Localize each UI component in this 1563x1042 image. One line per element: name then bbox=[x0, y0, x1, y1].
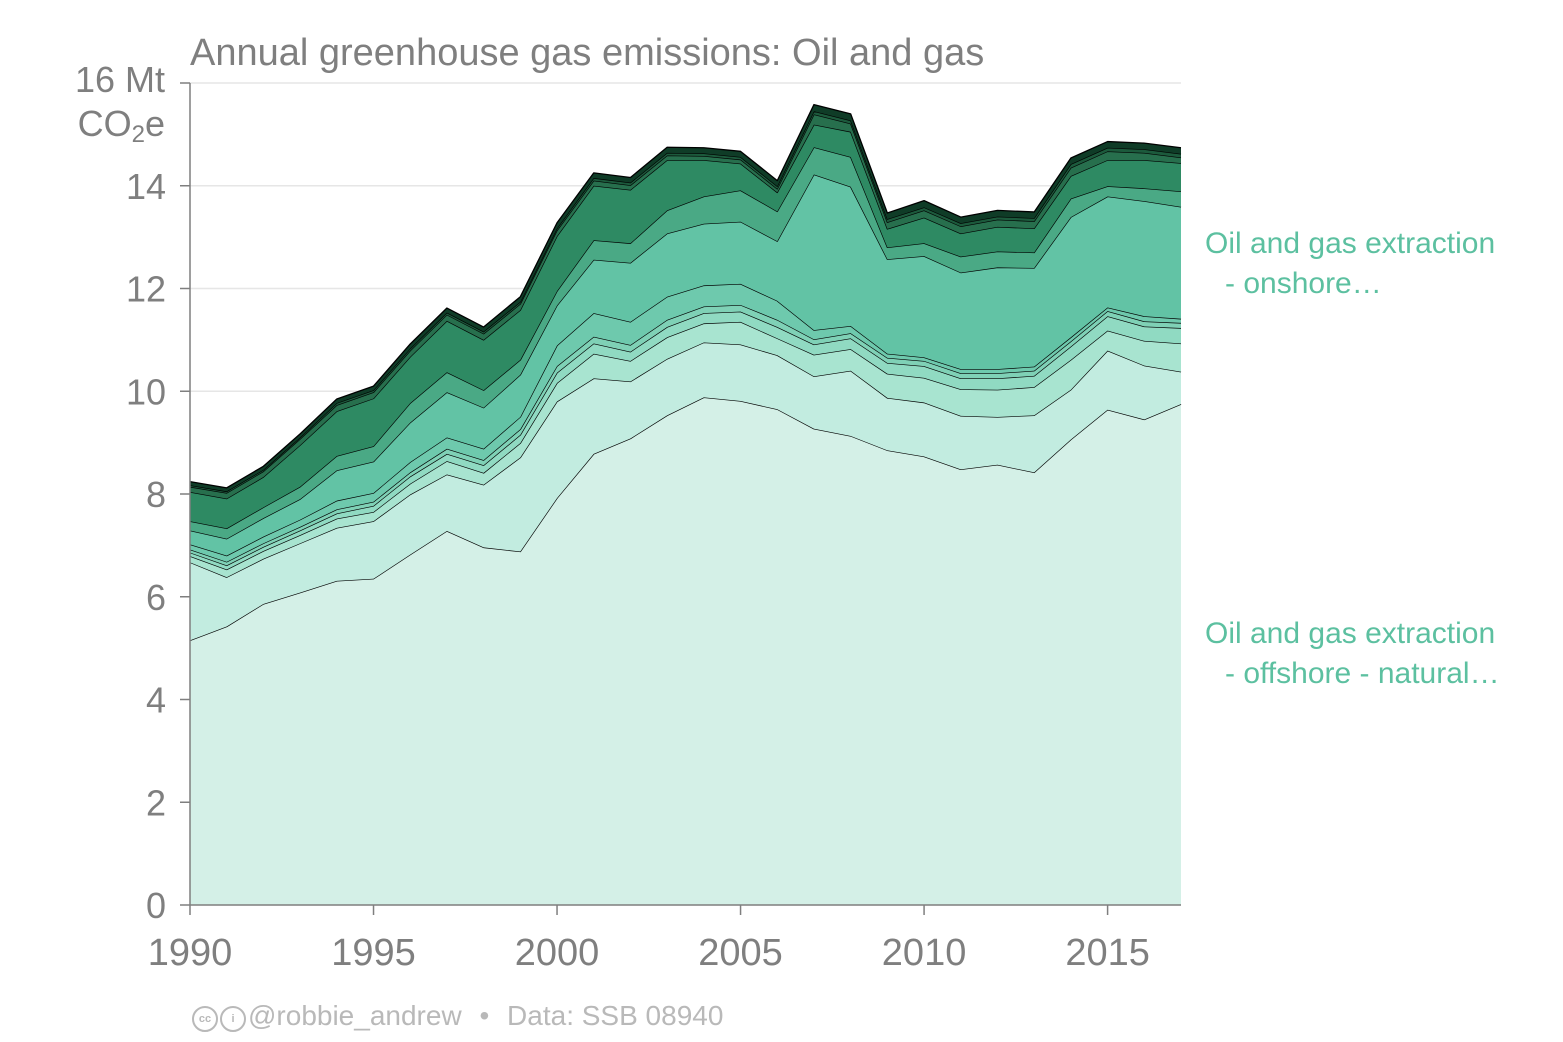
footer-separator: • bbox=[479, 1000, 490, 1031]
series-label-onshore-line2: - onshore… bbox=[1225, 267, 1382, 300]
x-tick-label-1995: 1995 bbox=[331, 932, 416, 974]
area-layer-2 bbox=[190, 342, 1181, 641]
x-tick-labels: 1990 1995 2000 2005 2010 2015 bbox=[148, 905, 1150, 974]
y-axis-unit-line1: 16 Mt bbox=[74, 59, 165, 100]
area-layer-boundary-12 bbox=[189, 103, 1182, 489]
chart-title: Annual greenhouse gas emissions: Oil and… bbox=[190, 32, 985, 74]
y-tick-label-8: 8 bbox=[146, 474, 166, 515]
y-axis-unit-line2: CO2e bbox=[77, 103, 165, 148]
y-tick-label-4: 4 bbox=[146, 680, 166, 721]
area-layer-4 bbox=[190, 311, 1181, 570]
y-tick-labels: 0 2 4 6 8 10 12 14 bbox=[126, 82, 190, 926]
y-tick-label-12: 12 bbox=[126, 269, 166, 310]
area-layer-boundary-6 bbox=[189, 283, 1182, 557]
x-tick-label-2010: 2010 bbox=[882, 932, 967, 974]
series-label-offshore-line2: - offshore - natural… bbox=[1225, 657, 1500, 690]
footer-credit: cc i @robbie_andrew • Data: SSB 08940 bbox=[192, 1000, 723, 1032]
area-layer-9 bbox=[190, 124, 1181, 529]
x-tick-label-1990: 1990 bbox=[148, 932, 233, 974]
x-tick-label-2000: 2000 bbox=[515, 932, 600, 974]
area-layer-8 bbox=[190, 147, 1181, 539]
x-tick-label-2005: 2005 bbox=[698, 932, 783, 974]
series-label-onshore: Oil and gas extraction - onshore… bbox=[1205, 224, 1495, 304]
by-attribution-icon: i bbox=[220, 1006, 246, 1032]
stacked-area-layers bbox=[189, 103, 1182, 905]
x-tick-label-2015: 2015 bbox=[1065, 932, 1150, 974]
series-label-offshore-line1: Oil and gas extraction bbox=[1205, 617, 1496, 650]
y-tick-label-14: 14 bbox=[126, 166, 166, 207]
area-layer-3 bbox=[190, 321, 1181, 578]
y-axis-unit: 16 Mt CO2e bbox=[74, 58, 165, 148]
cc-license-icon: cc bbox=[192, 1006, 218, 1032]
y-tick-label-10: 10 bbox=[126, 371, 166, 412]
y-tick-label-6: 6 bbox=[146, 577, 166, 618]
series-label-onshore-line1: Oil and gas extraction bbox=[1205, 227, 1496, 260]
area-layer-7 bbox=[190, 174, 1181, 556]
y-tick-label-0: 0 bbox=[146, 885, 166, 926]
y-tick-label-2: 2 bbox=[146, 782, 166, 823]
area-layer-boundary-8 bbox=[189, 146, 1182, 530]
area-layer-1 bbox=[190, 397, 1181, 905]
footer-handle: @robbie_andrew bbox=[248, 1000, 462, 1031]
series-label-offshore-gas: Oil and gas extraction - offshore - natu… bbox=[1205, 614, 1500, 694]
footer-source: Data: SSB 08940 bbox=[507, 1000, 724, 1031]
